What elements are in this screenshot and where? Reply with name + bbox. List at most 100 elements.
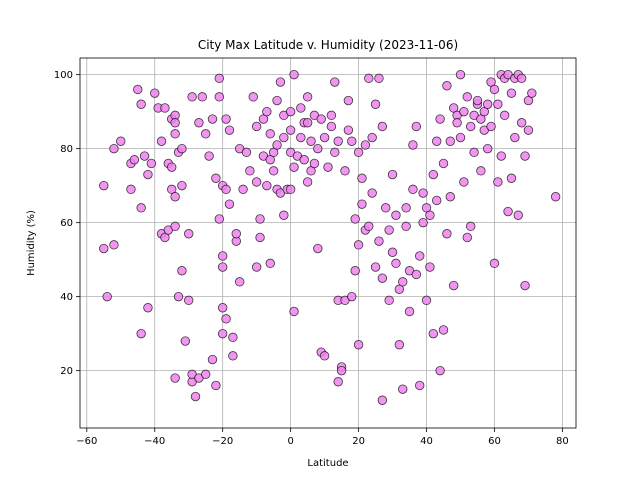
data-point <box>445 192 456 202</box>
data-point <box>513 210 523 220</box>
data-point <box>408 184 418 195</box>
data-point <box>143 303 153 313</box>
data-point <box>251 121 262 132</box>
data-point <box>364 221 374 232</box>
data-point <box>506 173 517 183</box>
data-point <box>251 262 262 272</box>
chart-title: City Max Latitude v. Humidity (2023-11-0… <box>198 38 458 52</box>
data-point <box>333 377 343 387</box>
data-point <box>496 151 506 161</box>
data-point <box>425 262 435 272</box>
data-point <box>313 243 323 254</box>
data-point <box>221 184 231 195</box>
data-point <box>499 110 510 121</box>
data-point <box>421 295 432 306</box>
data-point <box>184 229 194 239</box>
data-point <box>102 291 112 302</box>
data-point <box>347 291 357 302</box>
data-point <box>401 221 411 232</box>
data-point <box>217 262 228 272</box>
data-point <box>255 214 265 224</box>
y-tick-label: 60 <box>60 218 73 229</box>
data-point <box>289 162 299 172</box>
data-point <box>221 314 231 324</box>
data-point <box>99 180 109 191</box>
data-point <box>398 277 408 287</box>
data-point <box>224 199 235 209</box>
data-point <box>170 373 180 383</box>
data-point <box>462 232 472 243</box>
data-point <box>506 88 517 98</box>
x-tick-label: 20 <box>352 436 365 447</box>
data-point <box>109 240 119 250</box>
data-point <box>279 210 289 220</box>
data-point <box>442 81 452 91</box>
x-tick-label: 80 <box>556 436 569 447</box>
data-point <box>438 325 449 335</box>
data-point <box>326 121 337 132</box>
data-point <box>265 129 275 139</box>
data-point <box>177 180 187 191</box>
data-point <box>398 384 408 394</box>
data-point <box>255 232 265 243</box>
plot-area-frame <box>79 57 577 429</box>
x-tick-label: −20 <box>212 436 233 447</box>
x-tick-label: 60 <box>488 436 501 447</box>
data-point <box>428 169 439 180</box>
data-point <box>285 184 296 195</box>
data-point <box>217 251 228 261</box>
data-point <box>432 136 442 146</box>
data-point <box>370 262 381 272</box>
data-point <box>146 158 157 169</box>
data-point <box>126 184 136 195</box>
data-point <box>493 99 503 109</box>
data-point <box>336 365 347 376</box>
data-point <box>248 92 258 102</box>
data-point <box>136 99 146 109</box>
data-point <box>432 195 442 206</box>
data-point <box>374 73 384 84</box>
data-point <box>136 328 146 339</box>
data-point <box>408 140 418 150</box>
data-point <box>360 140 371 150</box>
data-point <box>231 229 241 239</box>
data-point <box>340 166 350 176</box>
data-point <box>384 295 394 306</box>
data-point <box>116 136 126 146</box>
data-point <box>493 177 503 187</box>
data-point <box>489 258 500 269</box>
data-point <box>384 225 394 235</box>
data-point <box>306 136 316 146</box>
data-point <box>435 365 445 376</box>
data-point <box>184 295 194 306</box>
data-point <box>302 92 313 102</box>
data-point <box>289 306 299 317</box>
data-point <box>459 106 469 117</box>
data-point <box>275 77 286 87</box>
data-point <box>289 69 299 80</box>
data-point <box>391 210 401 220</box>
data-point <box>455 132 466 143</box>
y-tick-label: 20 <box>60 366 73 377</box>
data-point <box>510 132 520 143</box>
data-point <box>319 132 330 143</box>
data-point <box>377 395 388 405</box>
data-point <box>302 118 313 128</box>
data-point <box>211 380 221 391</box>
data-point <box>316 114 326 124</box>
data-point <box>228 351 238 361</box>
data-point <box>333 136 343 146</box>
data-point <box>387 169 398 180</box>
data-point <box>129 155 140 165</box>
data-point <box>251 177 262 187</box>
data-point <box>302 177 313 187</box>
data-point <box>353 240 364 250</box>
data-point <box>377 273 388 283</box>
data-point <box>160 103 170 113</box>
data-point <box>139 151 150 161</box>
data-point <box>418 188 428 198</box>
y-axis-label: Humidity (%) <box>26 210 37 276</box>
data-point <box>516 73 527 84</box>
data-point <box>459 177 469 187</box>
